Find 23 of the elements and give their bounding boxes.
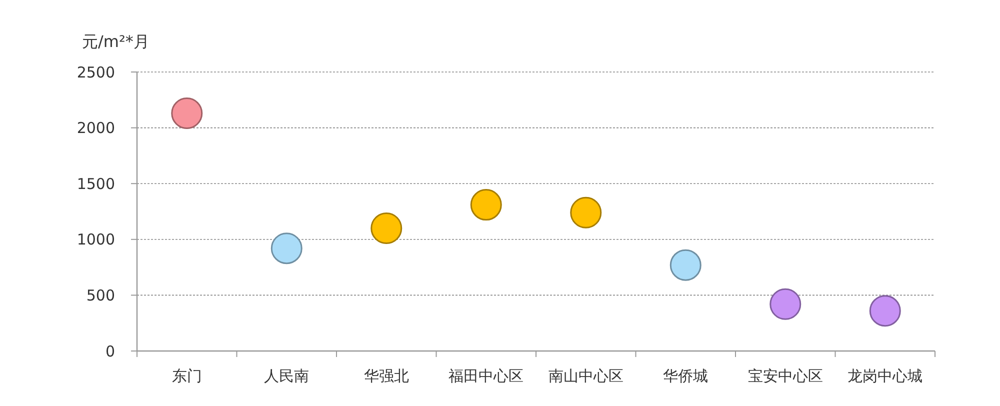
y-axis-title: 元/m²*月	[82, 32, 150, 51]
point	[171, 98, 203, 130]
x-tick-label: 宝安中心区	[748, 367, 823, 385]
x-tick-label: 人民南	[264, 367, 310, 385]
point	[370, 212, 402, 244]
x-tick-label: 东门	[172, 367, 202, 385]
point	[869, 295, 901, 327]
y-tick-label: 1500	[76, 174, 115, 193]
x-tick-label: 福田中心区	[448, 367, 524, 385]
y-tick-label: 500	[86, 286, 115, 304]
x-tick-label: 南山中心区	[548, 367, 624, 385]
y-tick-label: 1000	[76, 230, 115, 249]
point	[670, 249, 702, 281]
x-tick-label: 华侨城	[663, 367, 708, 385]
point	[570, 196, 602, 228]
y-tick-label: 2500	[76, 63, 115, 82]
point	[770, 288, 802, 320]
x-tick-label: 龙岗中心城	[848, 367, 923, 385]
point	[470, 189, 502, 221]
x-tick-label: 华强北	[364, 367, 409, 385]
y-tick-label: 0	[105, 342, 115, 360]
y-tick-label: 2000	[76, 119, 115, 138]
point	[270, 232, 302, 264]
